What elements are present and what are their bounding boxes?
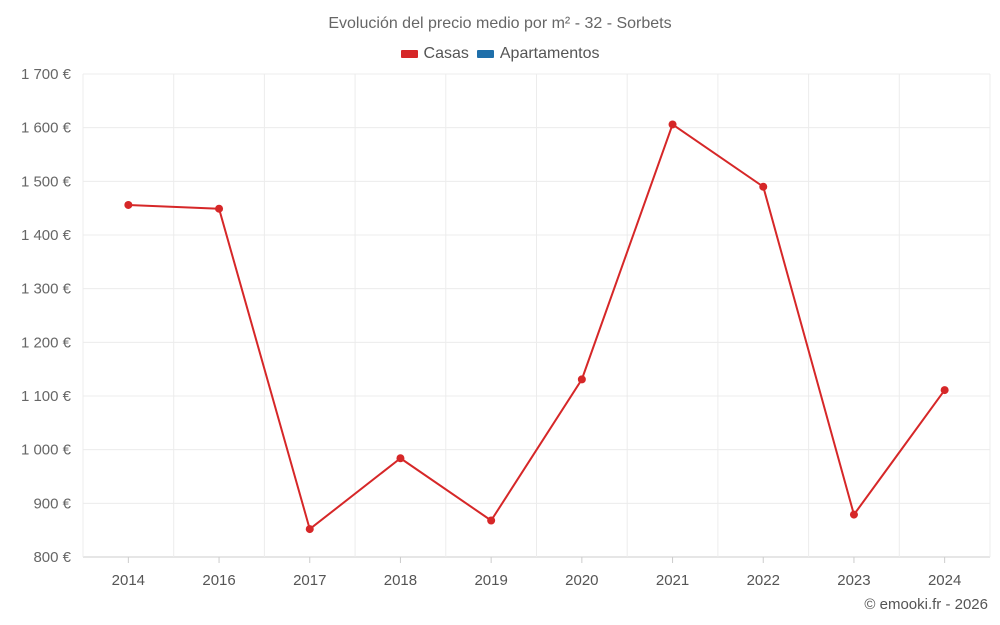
data-point[interactable] bbox=[940, 386, 949, 395]
x-tick-label: 2019 bbox=[474, 572, 507, 589]
series-line-casas bbox=[128, 123, 946, 531]
x-tick-label: 2017 bbox=[293, 572, 326, 589]
y-tick-label: 1 500 € bbox=[21, 173, 72, 190]
chart-title: Evolución del precio medio por m² - 32 -… bbox=[328, 15, 672, 32]
data-point[interactable] bbox=[577, 375, 586, 384]
legend: Casas Apartamentos bbox=[0, 45, 1000, 63]
x-tick-label: 2021 bbox=[656, 572, 689, 589]
legend-swatch-casas bbox=[400, 50, 418, 58]
y-tick-label: 1 200 € bbox=[21, 334, 72, 351]
data-point[interactable] bbox=[305, 525, 314, 534]
legend-item-apartamentos[interactable]: Apartamentos bbox=[476, 45, 600, 63]
x-tick-label: 2020 bbox=[565, 572, 598, 589]
x-tick-label: 2016 bbox=[202, 572, 235, 589]
legend-label-casas: Casas bbox=[423, 45, 469, 62]
series-layer bbox=[124, 120, 949, 534]
data-point[interactable] bbox=[759, 182, 768, 191]
legend-item-casas[interactable]: Casas bbox=[400, 45, 469, 63]
x-tick-label: 2014 bbox=[112, 572, 145, 589]
y-tick-label: 900 € bbox=[33, 495, 71, 512]
grid bbox=[82, 73, 991, 558]
y-tick-label: 1 300 € bbox=[21, 281, 72, 298]
y-tick-label: 1 000 € bbox=[21, 442, 72, 459]
data-point[interactable] bbox=[124, 200, 133, 209]
y-tick-label: 1 100 € bbox=[21, 388, 72, 405]
y-tick-label: 1 700 € bbox=[21, 66, 72, 83]
credit-text: © emooki.fr - 2026 bbox=[864, 596, 988, 613]
data-point[interactable] bbox=[487, 516, 496, 525]
x-tick-label: 2024 bbox=[928, 572, 961, 589]
axes: 800 € 900 € 1 000 € 1 100 € 1 200 € 1 300 € 1 … bbox=[21, 66, 961, 589]
y-tick-label: 1 400 € bbox=[21, 227, 72, 244]
data-point[interactable] bbox=[849, 510, 858, 519]
y-tick-label: 1 600 € bbox=[21, 120, 72, 137]
x-tick-label: 2023 bbox=[837, 572, 870, 589]
legend-label-apartamentos: Apartamentos bbox=[499, 45, 600, 62]
y-tick-label: 800 € bbox=[33, 549, 71, 566]
data-point[interactable] bbox=[668, 120, 677, 129]
data-point[interactable] bbox=[215, 204, 224, 213]
legend-swatch-apartamentos bbox=[476, 50, 494, 58]
x-tick-label: 2018 bbox=[384, 572, 417, 589]
x-tick-label: 2022 bbox=[747, 572, 780, 589]
data-point[interactable] bbox=[396, 454, 405, 463]
